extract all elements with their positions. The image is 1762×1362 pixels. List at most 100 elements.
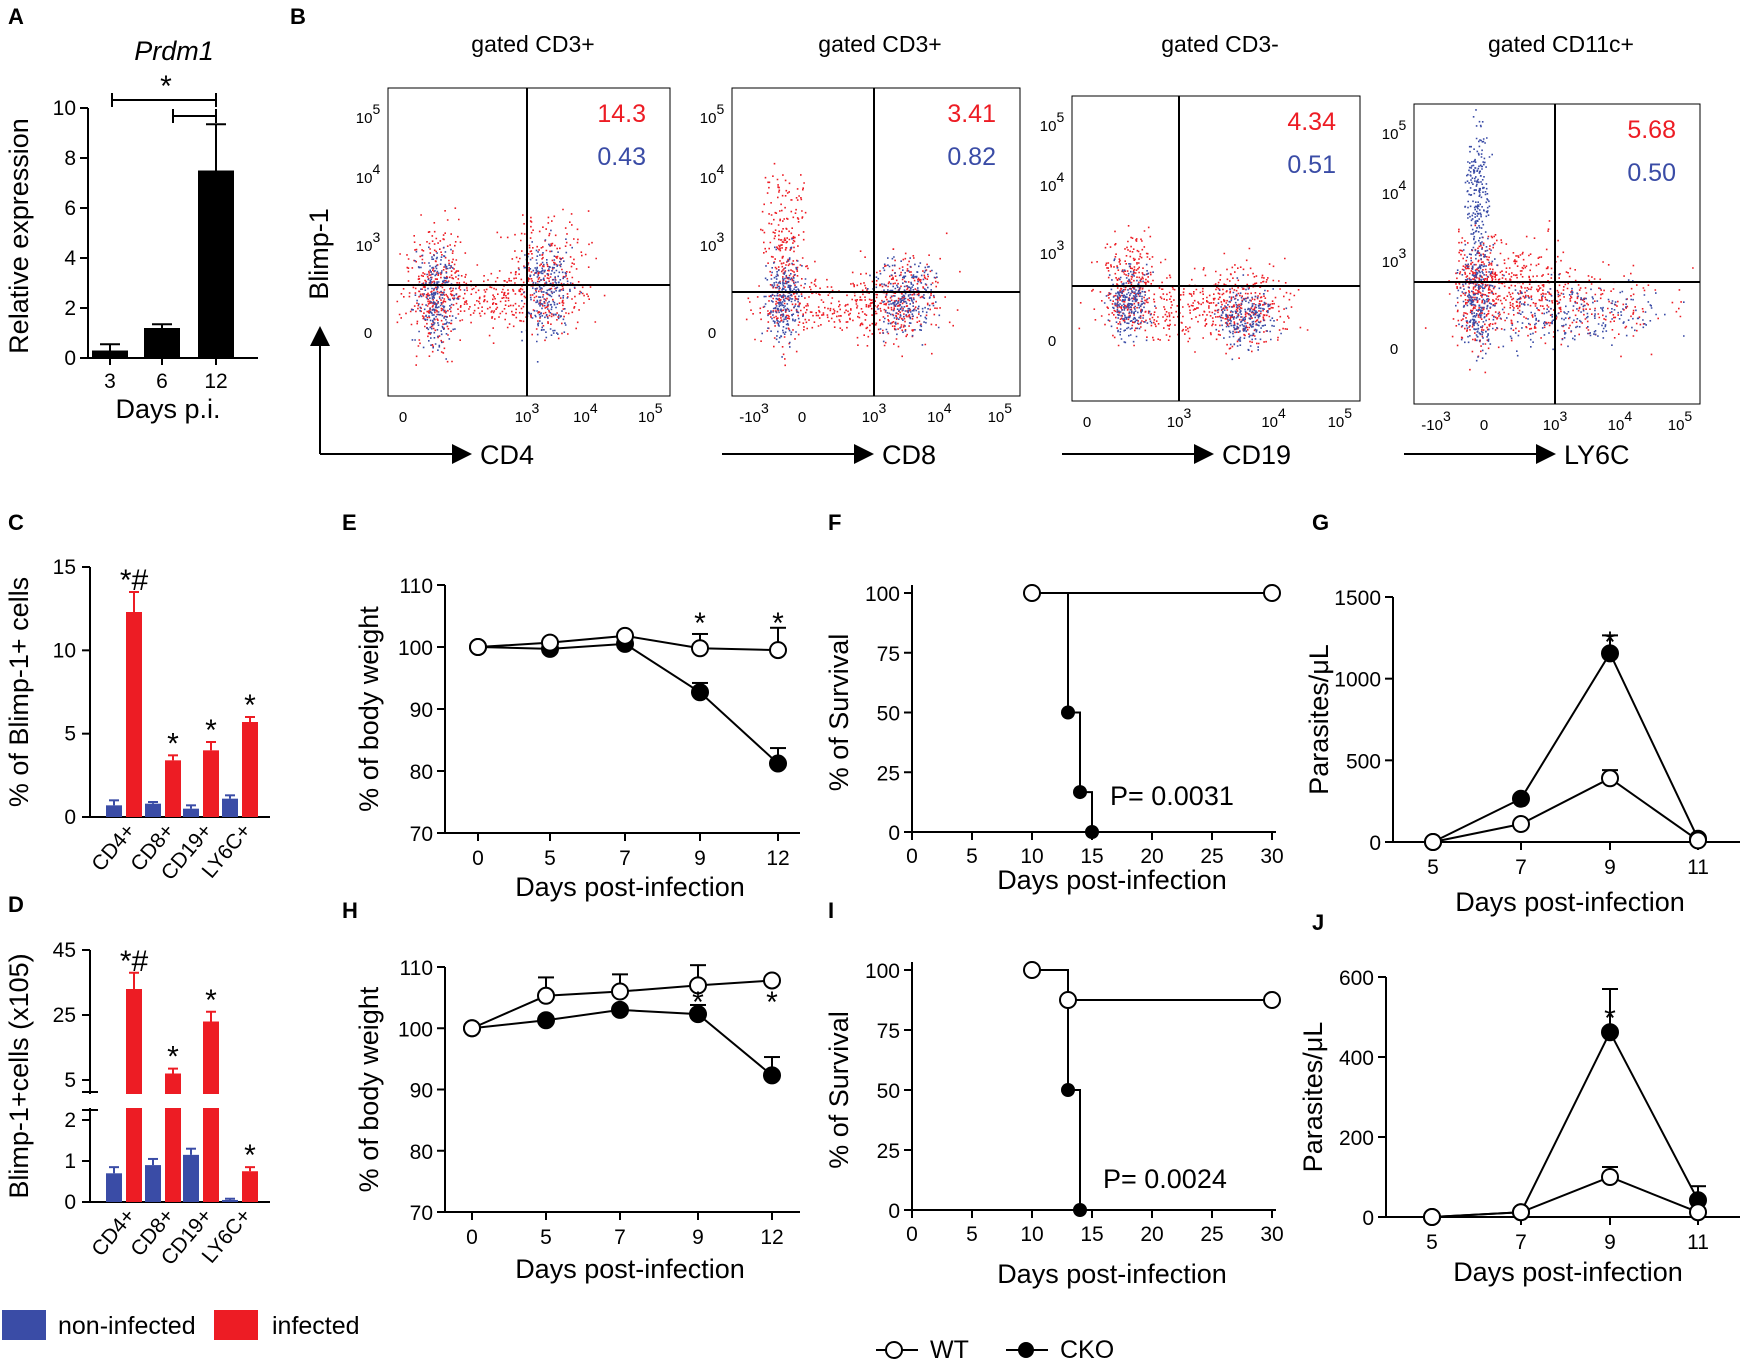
x-tick-label-f: 15: [1080, 845, 1103, 868]
y-tick-label-b: 105: [1382, 117, 1407, 143]
y-axis-title-j: Parasites/μL: [1298, 1022, 1328, 1173]
p-value: P= 0.0031: [1110, 781, 1234, 811]
x-axis-title-e: Days post-infection: [515, 872, 745, 902]
y-tick-label-a: 4: [64, 247, 76, 270]
marker-wt: [1689, 831, 1707, 850]
y-tick-label-e: 90: [410, 699, 433, 722]
y-axis-title-i: % of Survival: [824, 1011, 854, 1169]
flow-plot-1: 14.3 0.43: [387, 87, 671, 397]
y-tick-label-f: 100: [865, 583, 900, 606]
panel-letter-d: D: [8, 892, 24, 917]
y-axis-title-c: % of Blimp-1+ cells: [4, 577, 34, 807]
panel-letter-a: A: [8, 4, 24, 29]
marker-wt: [691, 639, 709, 658]
y-axis-title-e: % of body weight: [354, 606, 384, 812]
x-tick-label-i: 10: [1020, 1223, 1043, 1246]
bar-c-non-infected: [222, 798, 238, 817]
y-tick-label-e: 80: [410, 761, 433, 784]
y-tick-label-d: 5: [64, 1069, 76, 1092]
x-tick-label-b: 103: [1167, 405, 1192, 431]
significance-star: *: [1604, 1002, 1616, 1035]
y-tick-label-i: 25: [877, 1140, 900, 1163]
x-tick-label-b: 104: [573, 400, 598, 426]
quadrant-percent-infected: 14.3: [597, 100, 646, 128]
quadrant-percent-infected: 5.68: [1627, 116, 1676, 144]
bar-d-infected: [242, 1171, 258, 1202]
y-tick-label-b: 105: [356, 101, 381, 127]
marker-wt: [469, 638, 487, 656]
marker-wt: [1023, 584, 1041, 602]
bar-c-non-infected: [106, 805, 122, 817]
significance-star: *: [772, 607, 784, 640]
y-tick-label-d: 1: [64, 1150, 76, 1173]
series-line-cko: [471, 1008, 773, 1077]
survival-curve-wt: [1032, 969, 1272, 1001]
marker-cko: [689, 1005, 707, 1024]
y-tick-label-b: 103: [1382, 245, 1407, 271]
panel-letter-h: H: [342, 898, 358, 923]
flow-x-label: CD4: [480, 440, 534, 470]
marker-wt: [1423, 1208, 1441, 1226]
x-tick-label-g: 9: [1604, 856, 1616, 879]
x-tick-label-b: 0: [798, 409, 806, 426]
bar-a-12: [198, 170, 234, 358]
quadrant-percent-noninfected: 0.82: [947, 143, 996, 171]
marker-cko: [611, 1000, 629, 1019]
legend-label-cko: CKO: [1060, 1336, 1114, 1362]
x-tick-label-b: 0: [1480, 417, 1488, 434]
noninfected-events: [1453, 109, 1685, 362]
y-tick-label-b: 104: [700, 161, 725, 187]
marker-wt: [1601, 769, 1619, 788]
marker-wt: [463, 1019, 481, 1038]
bar-c-infected: [165, 760, 181, 817]
x-tick-label-a: 12: [204, 370, 227, 393]
flow-plot-2: 3.41 0.82: [731, 87, 1021, 397]
significance-star: *: [244, 1139, 256, 1172]
y-tick-label-e: 100: [398, 637, 433, 660]
marker-cko: [769, 754, 787, 773]
marker-wt: [1689, 1203, 1707, 1222]
y-axis-title-g: Parasites/μL: [1304, 644, 1334, 795]
y-tick-label-j: 200: [1339, 1127, 1374, 1150]
x-axis-title-j: Days post-infection: [1453, 1257, 1683, 1287]
y-tick-label-b: 103: [1040, 237, 1065, 263]
x-tick-label-d: CD4+: [87, 1204, 140, 1260]
x-tick-label-a: 6: [156, 370, 168, 393]
y-tick-label-g: 1000: [1334, 669, 1381, 692]
quadrant-percent-infected: 4.34: [1287, 108, 1336, 136]
marker-cko: [1085, 825, 1099, 839]
y-tick-label-j: 400: [1339, 1047, 1374, 1070]
y-axis-title-h: % of body weight: [354, 986, 384, 1192]
significance-star: *: [205, 714, 217, 747]
bar-c-non-infected: [145, 803, 161, 817]
y-tick-label-i: 0: [888, 1200, 900, 1223]
x-tick-label-j: 7: [1515, 1231, 1527, 1254]
x-tick-label-b: 104: [1608, 408, 1633, 434]
legend-label-noninfected: non-infected: [58, 1312, 196, 1340]
marker-cko: [763, 1066, 781, 1085]
flow-y-label: Blimp-1: [304, 208, 334, 300]
x-tick-label-b: -103: [1421, 408, 1451, 434]
x-tick-label-j: 11: [1687, 1231, 1709, 1254]
y-tick-label-e: 110: [400, 575, 433, 598]
gate-title: gated CD11c+: [1488, 31, 1634, 57]
significance-star: *: [692, 986, 704, 1019]
chart-title-a: Prdm1: [134, 36, 214, 66]
x-axis-title-i: Days post-infection: [997, 1259, 1227, 1289]
marker-wt: [1059, 991, 1077, 1009]
flow-plot-4: 5.68 0.50: [1413, 103, 1701, 405]
bar-d-infected: [165, 1073, 181, 1202]
quadrant-percent-noninfected: 0.43: [597, 143, 646, 171]
quadrant-percent-noninfected: 0.51: [1287, 151, 1336, 179]
panel-letter-g: G: [1312, 510, 1329, 535]
x-tick-label-i: 15: [1080, 1223, 1103, 1246]
significance-star: *: [766, 986, 778, 1019]
quadrant-percent-noninfected: 0.50: [1627, 159, 1676, 187]
panel-letter-i: I: [828, 898, 834, 923]
bar-c-infected: [126, 612, 142, 817]
bar-a-3: [92, 350, 128, 358]
y-tick-label-f: 75: [877, 643, 900, 666]
x-tick-label-f: 0: [906, 845, 918, 868]
marker-wt: [1512, 1203, 1530, 1222]
